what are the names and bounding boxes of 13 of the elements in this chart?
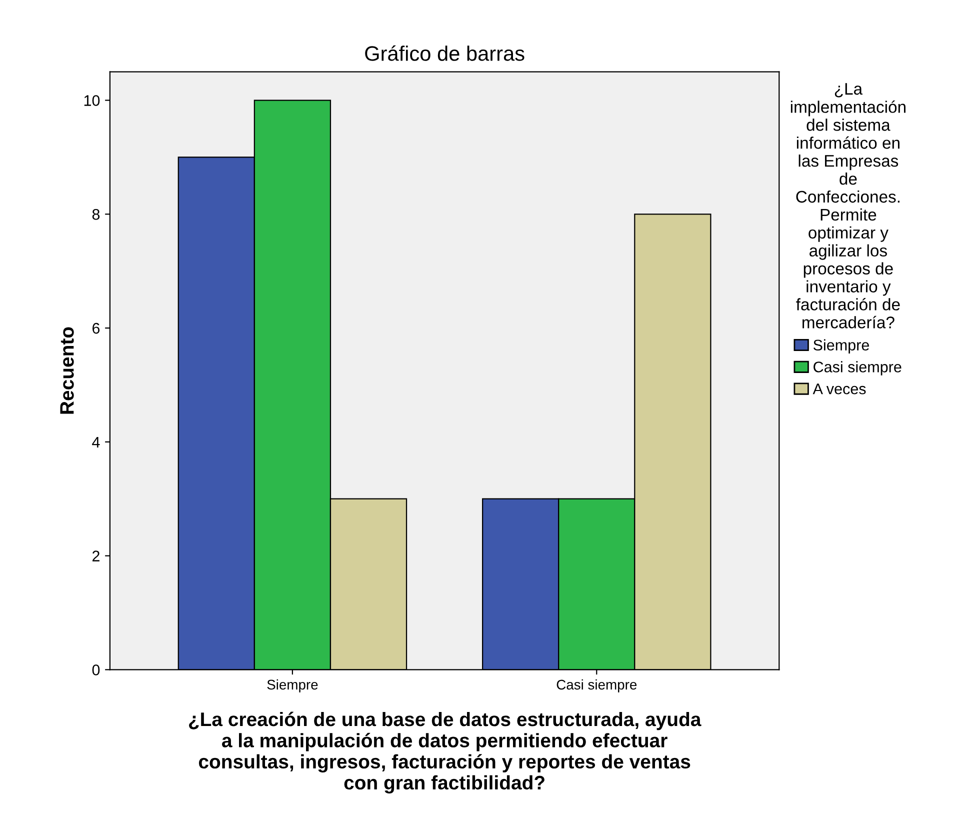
x-axis-title: ¿La creación de una base de datos estructurada, ayuda a la manipulación de datos permitiendo efectuar consultas, ingresos, facturación y reportes de ventas con gran factibilidad? xyxy=(189,712,702,794)
y-tick-label: 2 xyxy=(92,550,100,562)
y-tick-label: 10 xyxy=(84,95,100,106)
legend-label: Siempre xyxy=(813,339,869,354)
y-tick-label: 4 xyxy=(92,436,100,448)
chart-title: Gráfico de barras xyxy=(365,45,524,61)
y-tick-label: 6 xyxy=(92,322,100,334)
y-tick-label: 0 xyxy=(92,664,100,676)
legend-label: Casi siempre xyxy=(814,361,902,376)
legend-label: A veces xyxy=(812,384,866,394)
y-axis-title: Recuento xyxy=(60,327,74,414)
text: ¿La implementación del sistema informático en las Empresas de Confecciones. Permite optimizar y agilizar los procesos de inventario y facturación de mercadería? xyxy=(790,83,906,328)
y-tick-label: 8 xyxy=(92,209,100,220)
